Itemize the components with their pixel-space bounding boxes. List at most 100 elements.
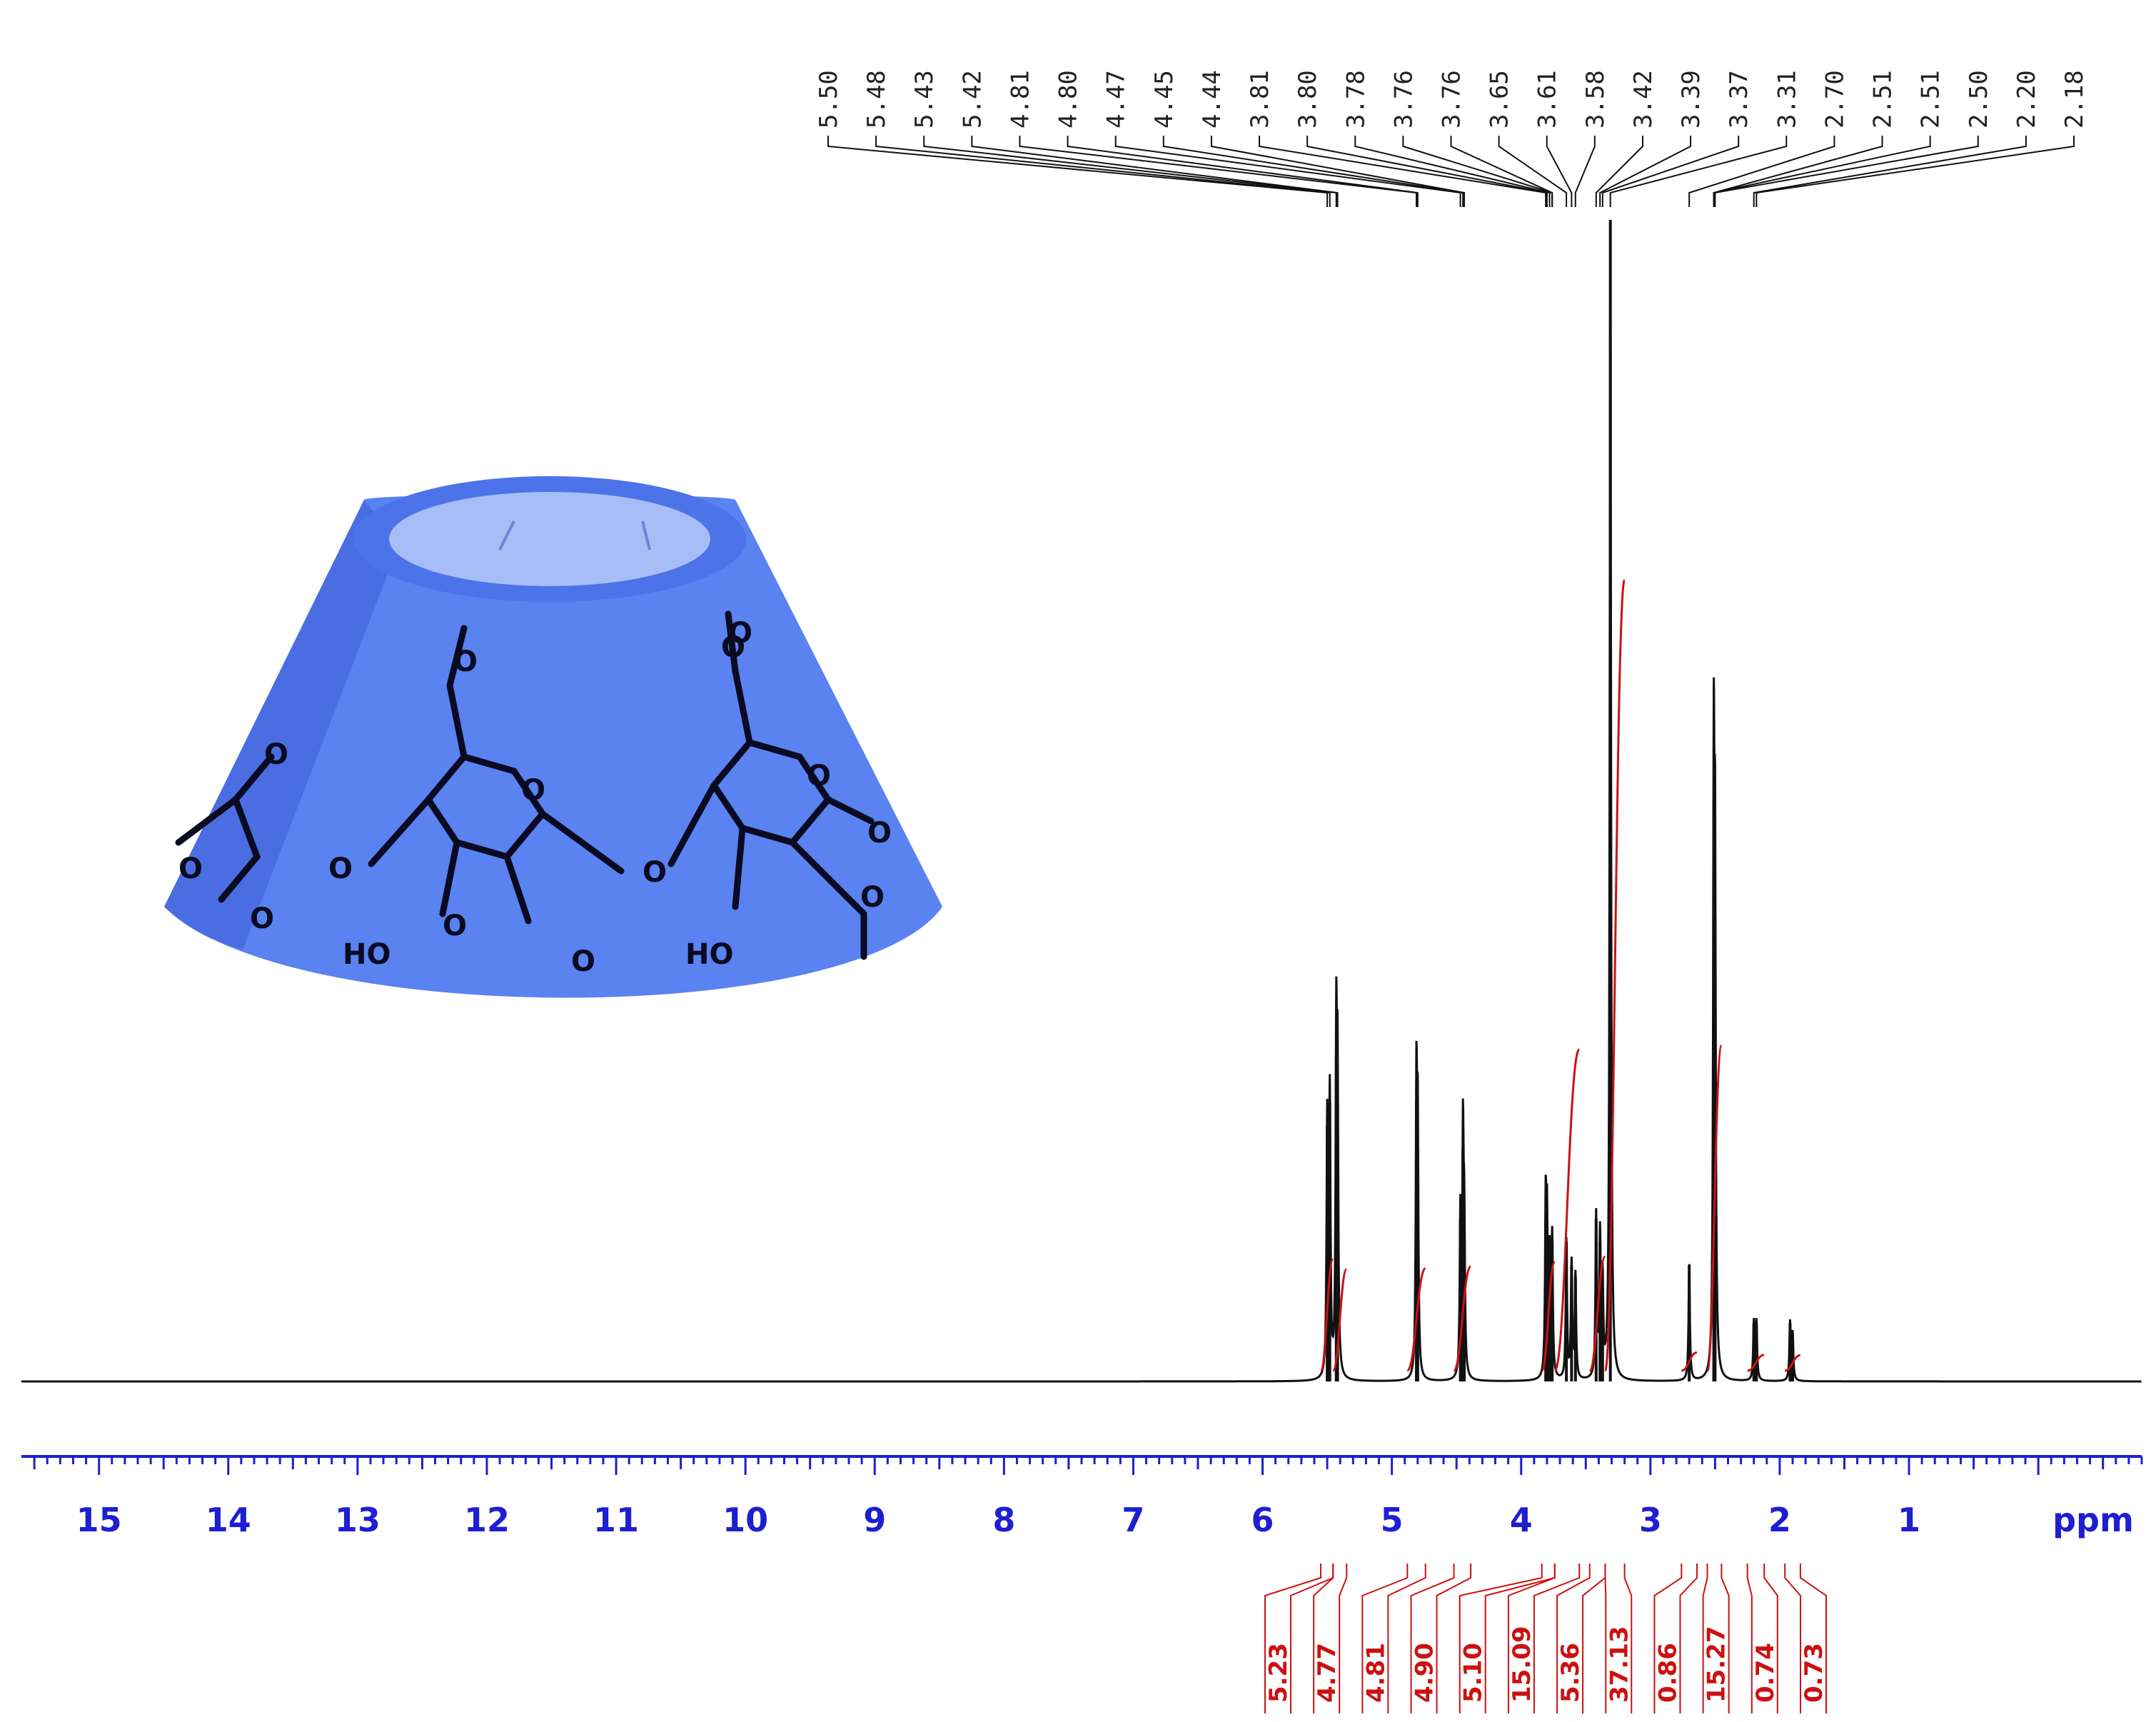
integral-value: 4.90	[1411, 1643, 1439, 1703]
integral-curve	[1706, 1044, 1723, 1372]
glucose-unit-structure	[175, 610, 875, 960]
peak-label: 3.37	[1601, 70, 1753, 207]
integral-value: 0.86	[1653, 1643, 1682, 1703]
peak-connector	[1714, 136, 1979, 207]
peak-connector	[1688, 136, 1835, 207]
cone-cavity	[389, 492, 710, 586]
peak-connector	[1755, 136, 2075, 207]
integral-bracket	[1264, 1564, 1322, 1713]
cone-shade-left	[164, 500, 400, 950]
integral-bracket	[1623, 1564, 1633, 1713]
integral-bracket	[1763, 1564, 1778, 1713]
peak-label: 3.65	[1486, 70, 1568, 207]
peak-label-text: 2.51	[1869, 70, 1898, 129]
integral-bracket	[1556, 1564, 1591, 1713]
tick-label: 1	[1898, 1501, 1920, 1539]
tick-label: 7	[1122, 1501, 1144, 1539]
peak-label-text: 2.20	[2013, 70, 2041, 129]
peak-label: 5.42	[958, 70, 1339, 207]
atom-label-o: O	[443, 910, 467, 942]
integral-curve	[1784, 1354, 1801, 1372]
integral-bracket	[1799, 1564, 1827, 1713]
peak-label-text: 3.80	[1294, 70, 1322, 129]
peak-label: 4.81	[1006, 70, 1418, 207]
tick-label: 5	[1381, 1501, 1404, 1539]
peak-connector	[1114, 136, 1461, 207]
integral-value: 5.36	[1556, 1643, 1585, 1703]
integral-curve	[1747, 1354, 1765, 1372]
peak-label: 3.58	[1574, 70, 1610, 207]
integral-value: 0.74	[1751, 1643, 1780, 1703]
integral-bracket	[1313, 1564, 1334, 1713]
integral-curve	[1603, 578, 1626, 1372]
atom-label-o: O	[264, 738, 288, 771]
integral-curve	[1331, 1268, 1348, 1372]
integral-label: 15.27	[1702, 1564, 1731, 1713]
integral-bracket	[1436, 1564, 1472, 1713]
peak-label-text: 4.47	[1102, 70, 1131, 129]
integral-label: 5.10	[1459, 1564, 1556, 1713]
atom-label-o: O	[728, 617, 752, 650]
peak-connector	[1601, 136, 1740, 207]
integral-value: 37.13	[1605, 1626, 1633, 1703]
integral-label: 15.09	[1507, 1564, 1581, 1713]
integral-bracket	[1721, 1564, 1730, 1713]
peak-connector	[1599, 136, 1692, 207]
peak-connector	[1574, 136, 1596, 207]
peak-connector	[1498, 136, 1568, 207]
integral-value: 4.81	[1361, 1643, 1390, 1703]
peak-connector	[1713, 136, 1931, 207]
peak-label: 3.78	[1341, 70, 1551, 207]
peak-connector	[1609, 136, 1788, 207]
atom-label-o: O	[571, 945, 595, 978]
peak-label-text: 2.18	[2060, 70, 2089, 129]
tick-label: 3	[1639, 1501, 1662, 1539]
integral-label: 0.74	[1746, 1564, 1780, 1713]
peak-label-text: 4.80	[1054, 70, 1083, 129]
peak-connector	[1306, 136, 1548, 207]
peak-label-text: 4.81	[1006, 70, 1034, 129]
peak-connector	[1450, 136, 1553, 207]
integral-label: 0.73	[1784, 1564, 1828, 1713]
integral-value: 5.23	[1264, 1643, 1293, 1703]
peak-connector	[1595, 136, 1643, 207]
integral-bracket	[1784, 1564, 1801, 1713]
peak-connector	[1354, 136, 1551, 207]
peak-label-text: 5.50	[815, 70, 843, 129]
peak-label: 5.50	[815, 70, 1329, 207]
peak-connector	[1753, 136, 2027, 207]
atom-label-ho-2: HO	[685, 938, 733, 971]
integral-bracket	[1533, 1564, 1581, 1713]
atom-label-o: O	[860, 881, 885, 914]
peak-label: 4.47	[1102, 70, 1461, 207]
tick-label: 13	[335, 1501, 381, 1539]
peak-label: 5.48	[862, 70, 1331, 207]
peak-connector	[1259, 136, 1547, 207]
integral-labels: 5.23 4.77 4.81 4.90 5.10 15.09 5.36 37.13 0.86 15…	[1264, 1564, 1828, 1713]
peak-label-text: 2.70	[1820, 70, 1849, 129]
peak-connector	[827, 136, 1329, 207]
atom-label-o: O	[250, 902, 274, 935]
integral-label: 5.23	[1264, 1564, 1334, 1713]
integral-label: 4.90	[1410, 1564, 1472, 1713]
peak-label-text: 3.76	[1389, 70, 1418, 129]
peak-label: 2.18	[1755, 70, 2089, 207]
integral-bracket	[1459, 1564, 1543, 1713]
spectrum-trace	[21, 219, 2142, 1383]
integral-bracket	[1361, 1564, 1409, 1713]
peak-label-text: 3.37	[1725, 70, 1753, 129]
integral-bracket	[1604, 1564, 1607, 1713]
integral-curve	[1553, 1048, 1581, 1372]
atom-label-o: O	[521, 774, 545, 807]
axis-unit-label: ppm	[2052, 1501, 2134, 1539]
integral-label: 4.77	[1313, 1564, 1348, 1713]
integral-bracket	[1653, 1564, 1683, 1713]
integral-label: 37.13	[1604, 1564, 1633, 1713]
integral-curve	[1588, 1255, 1606, 1372]
integral-bracket	[1410, 1564, 1455, 1713]
peak-connector	[923, 136, 1337, 207]
peak-label: 4.80	[1054, 70, 1419, 207]
peak-connector	[1067, 136, 1419, 207]
integral-value: 0.73	[1800, 1643, 1828, 1703]
